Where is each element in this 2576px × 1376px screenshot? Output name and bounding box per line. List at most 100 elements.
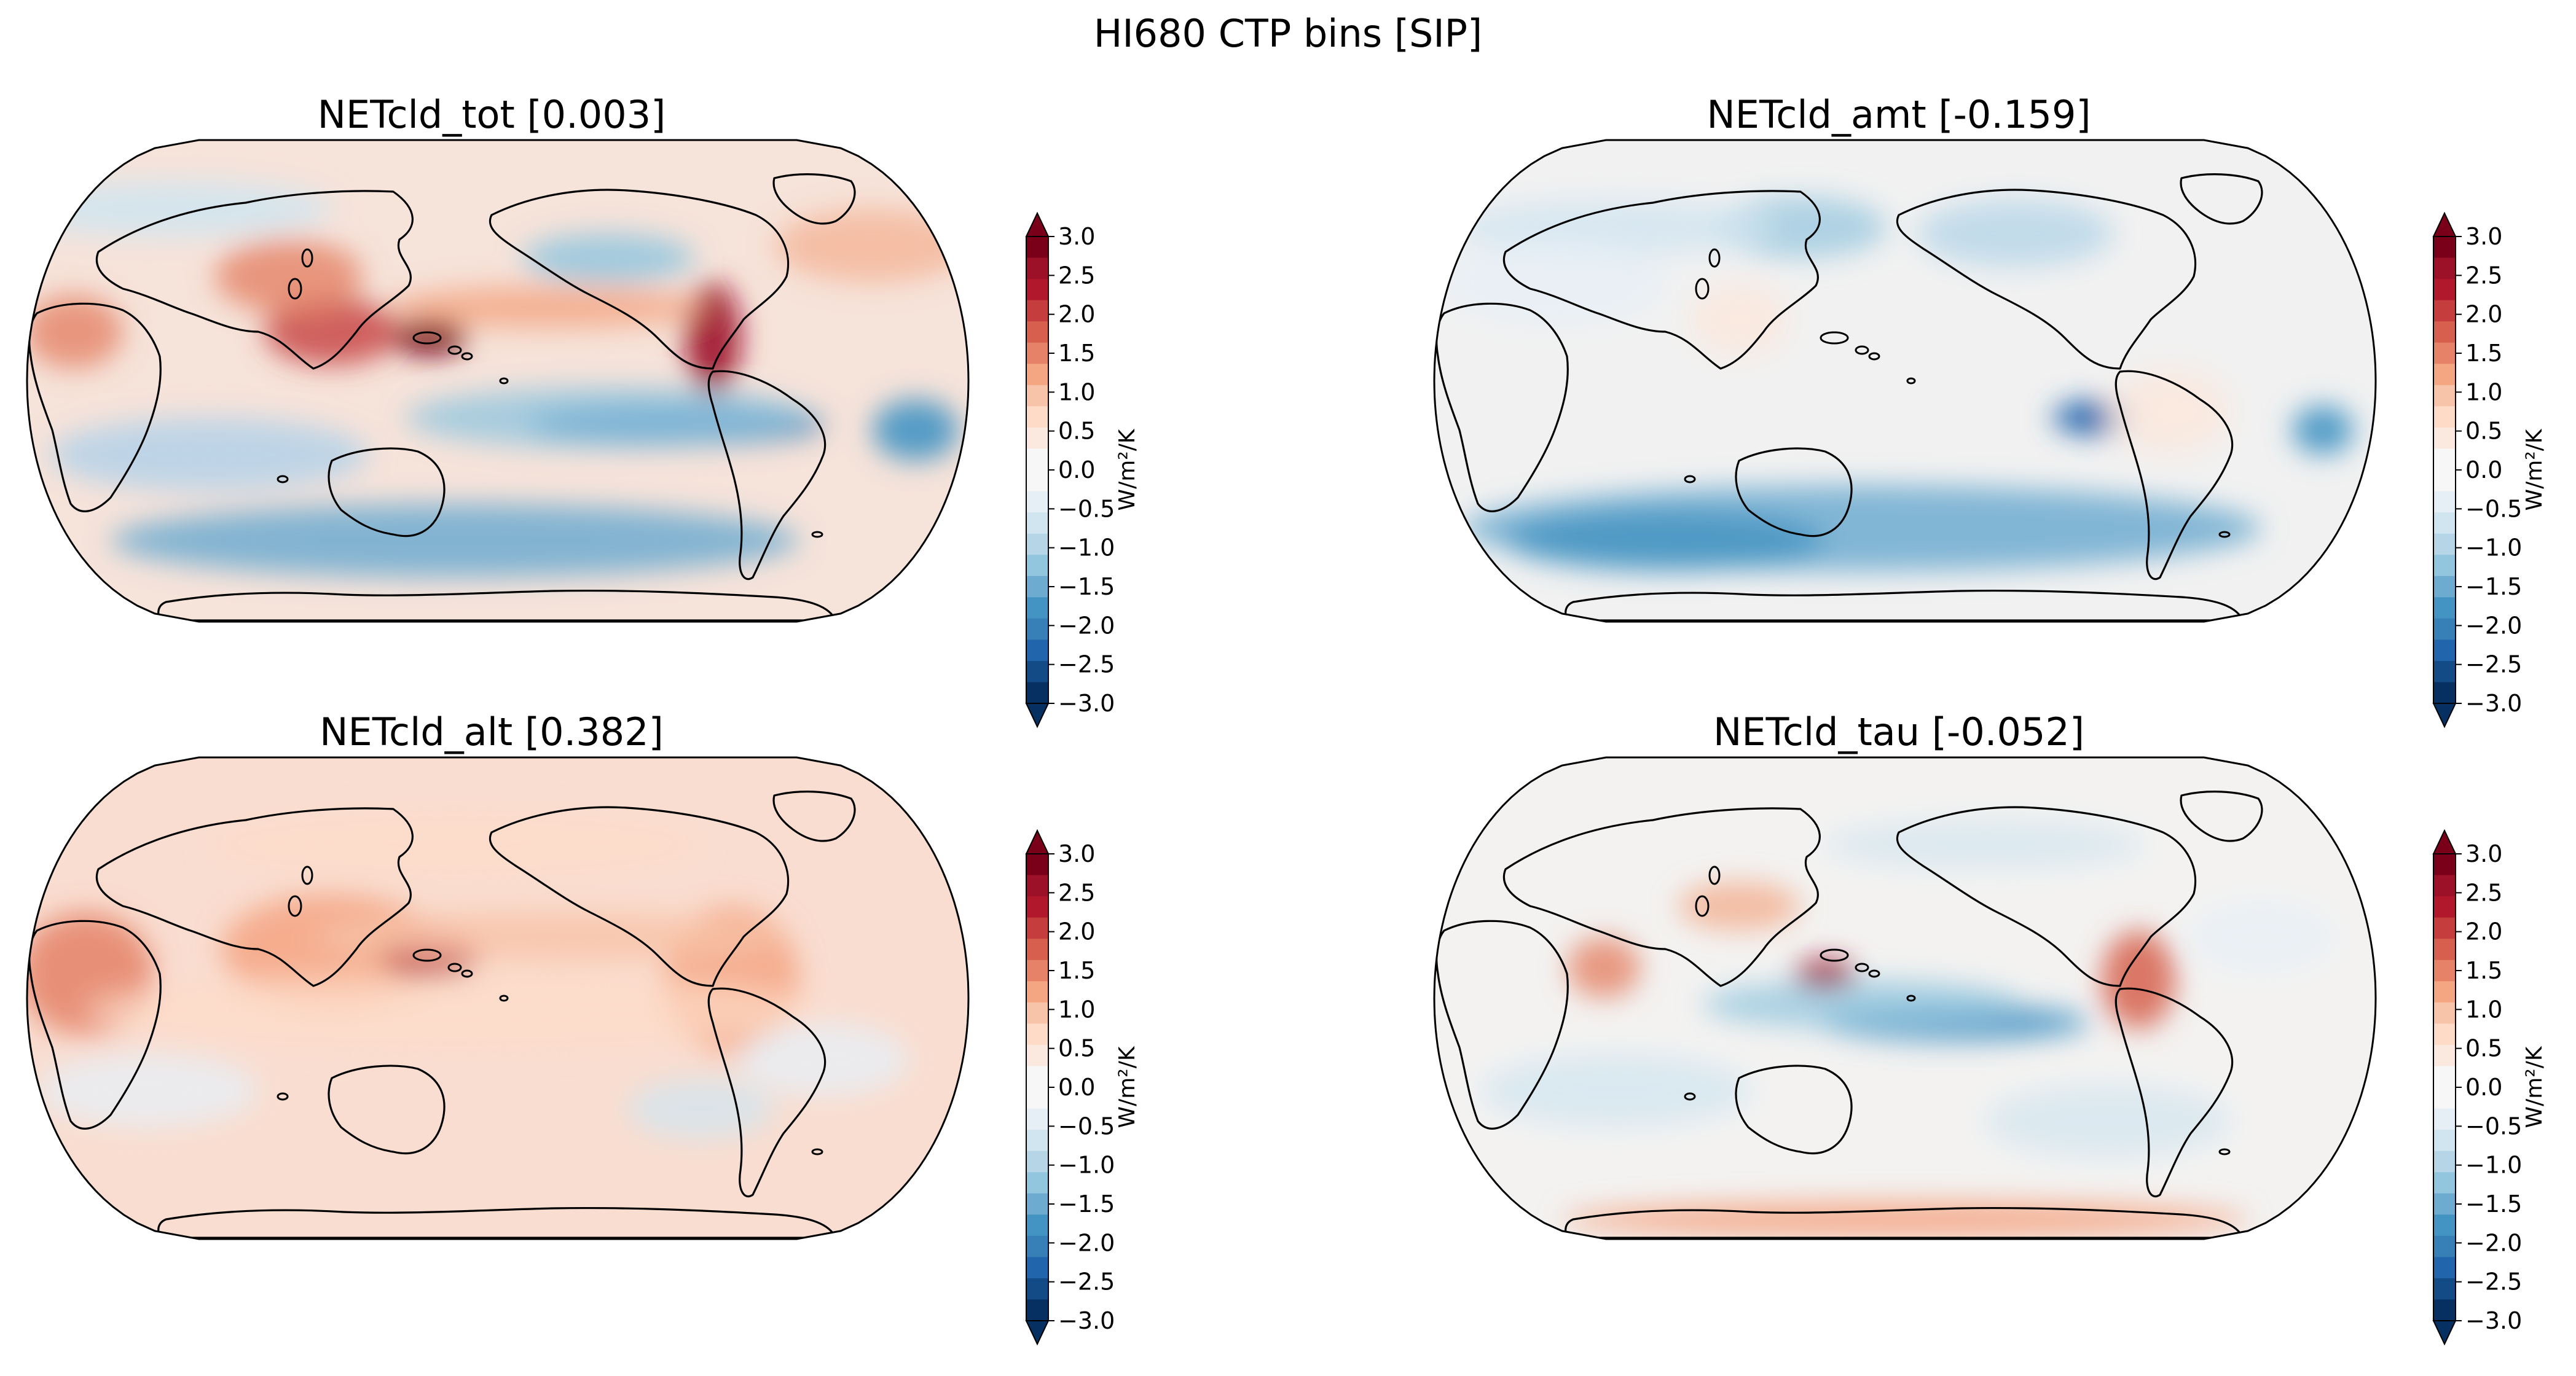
coastline-south-america bbox=[2115, 370, 2234, 580]
colorbar-tick-label: −0.5 bbox=[1058, 495, 1115, 522]
colorbar-segment bbox=[2433, 618, 2456, 640]
coastline-island bbox=[1868, 352, 1880, 361]
coastline-island bbox=[277, 1092, 289, 1101]
colorbar-segment bbox=[2433, 1214, 2456, 1237]
colorbar-tick-label: −2.0 bbox=[2465, 612, 2522, 639]
coastline-antarctica bbox=[1565, 589, 2244, 622]
field-anomaly bbox=[406, 387, 811, 448]
coastline-island bbox=[1695, 278, 1710, 300]
coastline-south-america bbox=[2115, 987, 2234, 1198]
colorbar-segment bbox=[2433, 660, 2456, 682]
colorbar-tick-label: 3.0 bbox=[2465, 840, 2502, 867]
field-anomaly bbox=[313, 912, 780, 961]
field-anomaly bbox=[774, 209, 968, 283]
colorbar-segment bbox=[1026, 427, 1048, 449]
colorbar-segment bbox=[1026, 576, 1048, 598]
colorbar-tick-label: 1.5 bbox=[2465, 340, 2502, 367]
panel-title: NETcld_tau [-0.052] bbox=[1713, 710, 2085, 754]
coastlines bbox=[1435, 173, 2263, 622]
colorbar-tick-label: −3.0 bbox=[1058, 690, 1115, 717]
coastline-north-america bbox=[1896, 189, 2197, 370]
colorbar-segment bbox=[2433, 960, 2456, 982]
colorbar-segment bbox=[1026, 981, 1048, 1003]
coastline-antarctica bbox=[1565, 1206, 2244, 1239]
colorbar-segment bbox=[2433, 406, 2456, 428]
colorbar-extend-max bbox=[1025, 829, 1050, 854]
colorbar: 3.0 2.5 2.0 1.5 1.0 0.5 0.0 −0.5 −1.0 −1.5 −2.0 −2.… bbox=[1025, 212, 1140, 729]
colorbar-segment bbox=[2433, 981, 2456, 1003]
map-field bbox=[1434, 757, 2376, 1239]
colorbar-segment bbox=[2433, 682, 2456, 704]
colorbar-segment bbox=[2433, 1299, 2456, 1321]
coastline-island bbox=[2218, 1148, 2231, 1155]
colorbar-tick-label: 0.5 bbox=[2465, 418, 2502, 445]
coastline-island bbox=[447, 345, 462, 355]
field-anomaly bbox=[49, 418, 369, 491]
colorbar-tick-label: 1.0 bbox=[1058, 996, 1095, 1023]
colorbar-tick-label: −2.5 bbox=[2465, 651, 2522, 678]
colorbar-segment bbox=[1026, 1087, 1048, 1109]
colorbar-segment bbox=[2433, 279, 2456, 301]
colorbar-segment bbox=[2433, 470, 2456, 492]
colorbar-segment bbox=[2433, 512, 2456, 534]
colorbar-segment bbox=[2433, 1235, 2456, 1257]
colorbar-segment bbox=[2433, 1130, 2456, 1152]
field-anomaly bbox=[111, 504, 799, 577]
field-anomaly bbox=[37, 1054, 258, 1127]
colorbar-segment bbox=[2433, 597, 2456, 619]
colorbar-segment bbox=[1026, 854, 1048, 876]
colorbar-segment bbox=[2433, 491, 2456, 513]
colorbar-tick-label: −2.5 bbox=[1058, 1268, 1115, 1296]
colorbar-segment bbox=[1026, 491, 1048, 513]
colorbar-segment bbox=[1026, 1023, 1048, 1046]
colorbar-segment bbox=[2433, 555, 2456, 577]
map-field bbox=[27, 757, 968, 1239]
coastline-island bbox=[499, 995, 509, 1002]
colorbar-tick-label: 1.5 bbox=[1058, 957, 1095, 984]
coastline-island bbox=[1708, 866, 1721, 885]
panel-title: NETcld_alt [0.382] bbox=[320, 710, 664, 754]
world-map bbox=[26, 756, 970, 1240]
colorbar-tick-label: 2.5 bbox=[1058, 879, 1095, 906]
colorbar-segment bbox=[1026, 939, 1048, 961]
colorbar-segment bbox=[1026, 618, 1048, 640]
coastline-africa bbox=[28, 920, 162, 1130]
coastline-asia bbox=[1502, 807, 1821, 987]
colorbar-tick-label: −1.5 bbox=[1058, 573, 1115, 600]
colorbar-tick-label: 3.0 bbox=[2465, 223, 2502, 250]
colorbar-segment bbox=[2433, 448, 2456, 471]
colorbar-extend-max bbox=[2432, 212, 2457, 237]
coastline-north-america bbox=[489, 806, 790, 987]
field-anomaly bbox=[2188, 900, 2335, 974]
colorbar-tick-label: −3.0 bbox=[1058, 1307, 1115, 1334]
colorbar-tick-label: 0.0 bbox=[1058, 1074, 1095, 1101]
panel-title: NETcld_tot [0.003] bbox=[317, 92, 666, 137]
colorbar-tick-label: −2.0 bbox=[1058, 1229, 1115, 1256]
colorbar-tick-label: −0.5 bbox=[2465, 1112, 2522, 1140]
map-panel: NETcld_amt [-0.159] 3.0 2.5 2.0 1.5 1.0 0.5 0.… bbox=[1420, 92, 2576, 729]
coastline-greenland bbox=[2180, 791, 2263, 842]
map-panel: NETcld_tau [-0.052] 3.0 2.5 2.0 1.5 1.0 0.5 0.… bbox=[1420, 710, 2576, 1346]
colorbar-unit-label: W/m²/K bbox=[1115, 1046, 1140, 1128]
colorbar-tick-label: 1.0 bbox=[2465, 996, 2502, 1023]
field-anomaly bbox=[627, 1078, 774, 1140]
colorbar-segment bbox=[1026, 896, 1048, 918]
coastlines bbox=[1435, 791, 2263, 1239]
colorbar-segment bbox=[2433, 1066, 2456, 1088]
coastline-africa bbox=[1435, 302, 1569, 512]
colorbar-segment bbox=[1026, 1278, 1048, 1300]
colorbar-segment bbox=[2433, 427, 2456, 449]
colorbar-tick-label: −2.5 bbox=[1058, 651, 1115, 678]
colorbar-segment bbox=[2433, 1257, 2456, 1279]
colorbar-segment bbox=[2433, 300, 2456, 322]
colorbar-segment bbox=[1026, 1193, 1048, 1215]
colorbar-tick-label: −1.0 bbox=[1058, 1152, 1115, 1179]
colorbar-unit-label: W/m²/K bbox=[1115, 428, 1140, 510]
colorbar-tick-label: 3.0 bbox=[1058, 223, 1095, 250]
colorbar-segment bbox=[1026, 639, 1048, 662]
coastline-island bbox=[288, 278, 302, 300]
coastline-island bbox=[1906, 995, 1916, 1002]
colorbar-segment bbox=[1026, 1257, 1048, 1279]
colorbar-segment bbox=[2433, 385, 2456, 407]
field-anomaly bbox=[1714, 197, 1887, 258]
